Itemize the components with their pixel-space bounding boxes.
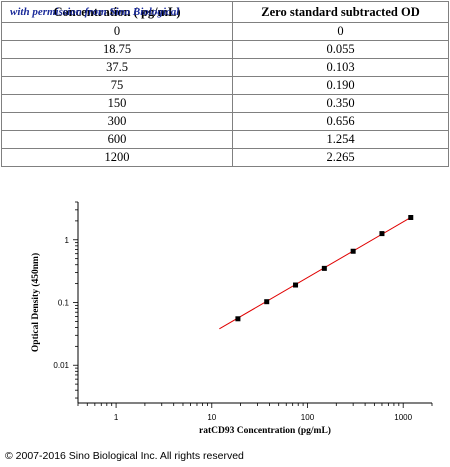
fit-line	[219, 217, 412, 330]
data-point	[264, 299, 270, 305]
data-point	[293, 282, 299, 288]
data-point	[350, 248, 356, 254]
x-tick-label: 1000	[394, 413, 412, 422]
cell-od: 0.190	[232, 76, 449, 95]
table-row: 1200 2.265	[1, 148, 449, 167]
y-tick-label: 1	[65, 236, 70, 245]
x-tick-label: 10	[207, 413, 216, 422]
cell-concentration: 300	[1, 112, 233, 131]
y-tick-label: 0.1	[58, 299, 70, 308]
header-concentration-label: Concentration ( pg/mL)	[53, 4, 181, 19]
x-axis-label: ratCD93 Concentration (pg/mL)	[199, 425, 331, 436]
cell-concentration: 37.5	[1, 58, 233, 77]
cell-od: 0.055	[232, 40, 449, 59]
cell-od: 0.656	[232, 112, 449, 131]
y-axis-label: Optical Density (450nm)	[30, 253, 41, 352]
cell-concentration: 18.75	[1, 40, 233, 59]
copyright-text: © 2007-2016 Sino Biological Inc. All rig…	[5, 450, 244, 462]
cell-od: 1.254	[232, 130, 449, 149]
cell-od: 0	[232, 22, 449, 41]
table-row: 75 0.190	[1, 76, 449, 95]
table-row: 18.75 0.055	[1, 40, 449, 59]
cell-concentration: 0	[1, 22, 233, 41]
data-point	[408, 214, 414, 220]
y-tick-label: 0.01	[53, 361, 69, 370]
cell-concentration: 150	[1, 94, 233, 113]
data-point	[379, 231, 385, 237]
header-concentration: Concentration ( pg/mL) with permission f…	[1, 1, 233, 23]
cell-od: 2.265	[232, 148, 449, 167]
header-od: Zero standard subtracted OD	[232, 1, 449, 23]
table-header-row: Concentration ( pg/mL) with permission f…	[1, 1, 449, 23]
cell-od: 0.350	[232, 94, 449, 113]
table-row: 600 1.254	[1, 130, 449, 149]
cell-concentration: 600	[1, 130, 233, 149]
table-row: 300 0.656	[1, 112, 449, 131]
table-row: 150 0.350	[1, 94, 449, 113]
table-row: 37.5 0.103	[1, 58, 449, 77]
standard-curve-chart: 1 10 100 1000 0.01 0.1 1 ratCD93 Concentration …	[30, 201, 433, 436]
watermark-text: with permission from Sino Biological	[10, 6, 180, 18]
x-tick-label: 100	[301, 413, 315, 422]
data-point	[321, 265, 327, 271]
cell-concentration: 75	[1, 76, 233, 95]
x-tick-label: 1	[114, 413, 119, 422]
cell-od: 0.103	[232, 58, 449, 77]
data-point	[235, 316, 241, 322]
standard-curve-table: Concentration ( pg/mL) with permission f…	[1, 1, 449, 167]
cell-concentration: 1200	[1, 148, 233, 167]
